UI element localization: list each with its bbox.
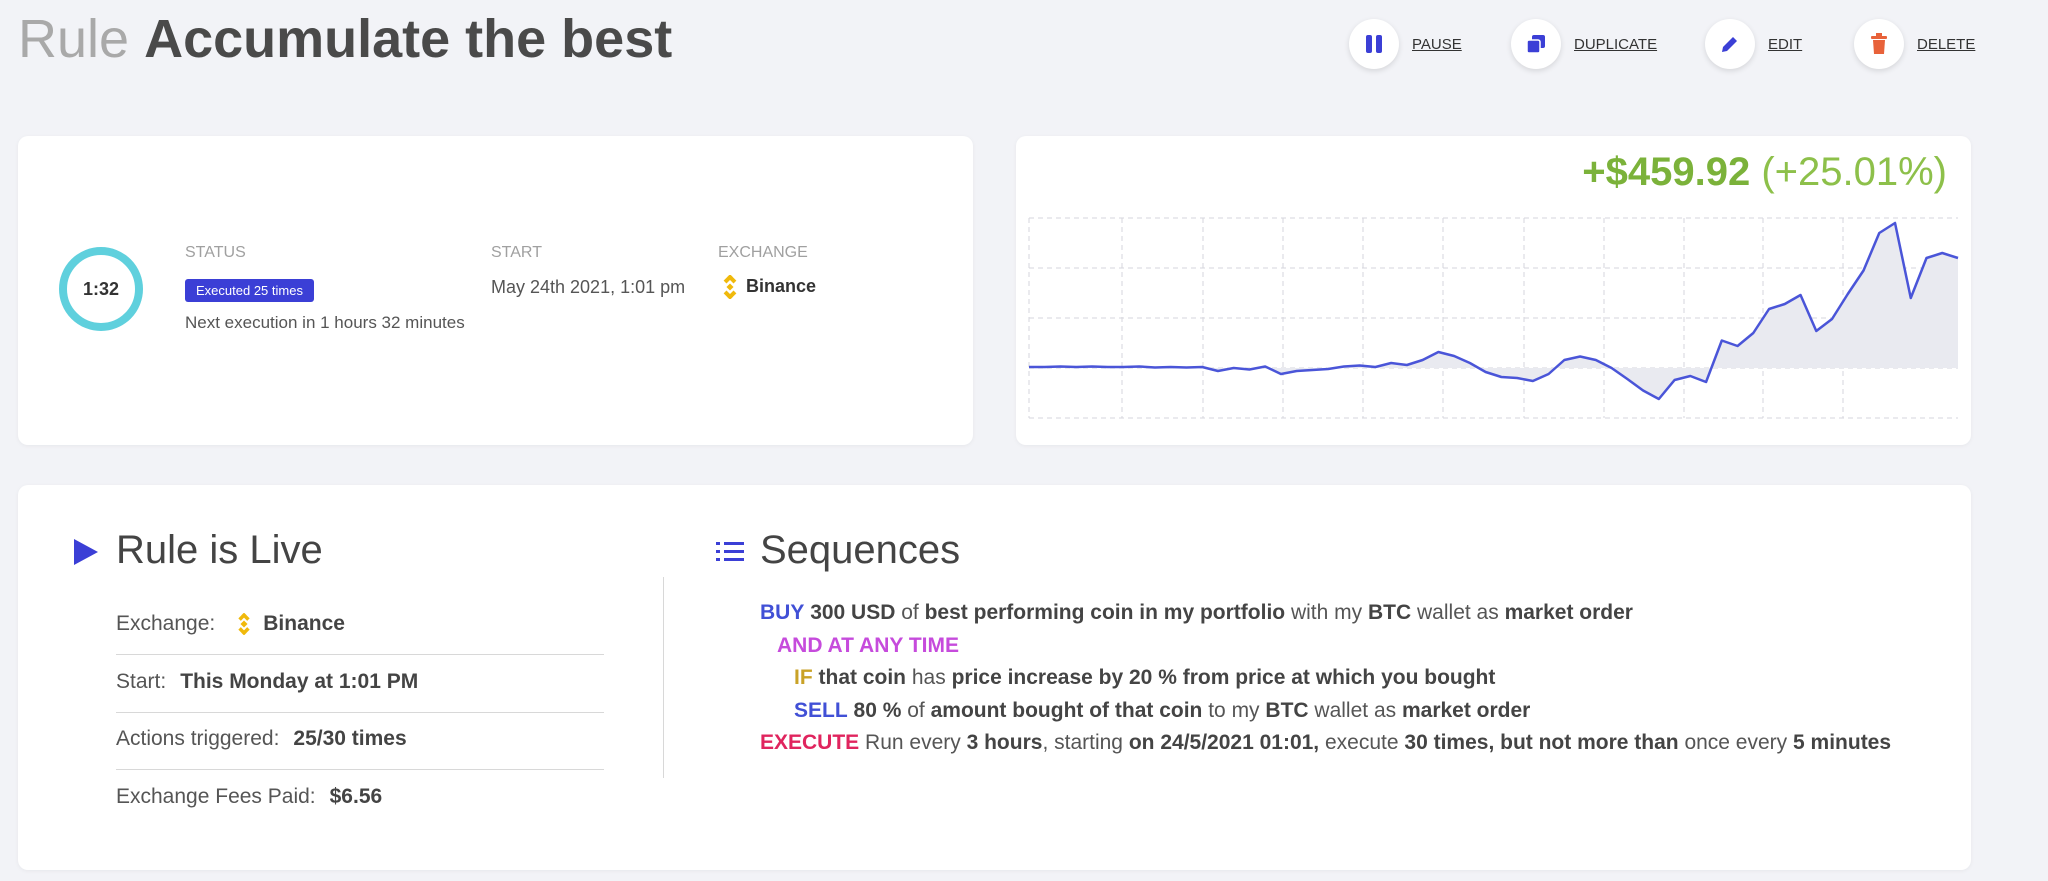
sequence-line: IF that coin has price increase by 20 % … [794, 666, 1495, 690]
exchange-name: Binance [746, 276, 817, 296]
seq-bold: amount bought of that coin [930, 699, 1203, 722]
row-value: $6.56 [329, 785, 383, 808]
keyword: IF [794, 666, 813, 689]
seq-bold: 300 USD [810, 601, 896, 624]
keyword: EXECUTE [760, 731, 860, 754]
seq-bold: on 24/5/2021 01:01, [1128, 731, 1320, 754]
sequence-line: BUY 300 USD of best performing coin in m… [760, 601, 1633, 625]
timer-ring: 1:32 [59, 247, 143, 331]
seq-text: has [911, 666, 946, 689]
performance-card: +$459.92 (+25.01%) [1016, 136, 1971, 445]
divider [116, 769, 604, 770]
binance-icon [723, 275, 737, 299]
fees-row: Exchange Fees Paid: $6.56 [116, 782, 604, 812]
button-icon [1854, 19, 1904, 69]
area [1029, 223, 1958, 399]
row-label: Actions triggered: [116, 727, 280, 750]
button-icon [1511, 19, 1561, 69]
button-label: DUPLICATE [1574, 35, 1658, 53]
keyword: AND AT ANY TIME [777, 634, 959, 657]
seq-text: Run every [865, 731, 961, 754]
button-label: PAUSE [1412, 35, 1462, 53]
seq-text: wallet as [1314, 699, 1397, 722]
seq-bold: 3 hours [966, 731, 1043, 754]
edit-button[interactable]: EDIT [1705, 19, 1802, 69]
timer: 1:32 [83, 279, 119, 299]
row-label: Exchange Fees Paid: [116, 785, 316, 808]
exchange-row: Exchange: Binance [116, 609, 604, 639]
keyword: SELL [794, 699, 848, 722]
gain: +$459.92 [1582, 150, 1751, 194]
seq-text: once every [1684, 731, 1788, 754]
row-label: Exchange: [116, 612, 216, 635]
list-icon [716, 542, 744, 561]
exchange-label: EXCHANGE [718, 244, 808, 261]
seq-bold: price increase by 20 % from price at whi… [951, 666, 1496, 689]
binance-icon [238, 613, 250, 635]
status-label: STATUS [185, 244, 246, 261]
actions-row: Actions triggered: 25/30 times [116, 724, 604, 754]
page-title: Rule Accumulate the best [18, 8, 672, 70]
live-icon [74, 539, 98, 565]
start-row: Start: This Monday at 1:01 PM [116, 667, 604, 697]
seq-bold: best performing coin in my portfolio [924, 601, 1286, 624]
seq-text: , starting [1042, 731, 1123, 754]
seq-text: with my [1290, 601, 1363, 624]
start-label: START [491, 244, 542, 261]
divider [116, 654, 604, 655]
row-value: This Monday at 1:01 PM [180, 670, 419, 693]
seq-bold: 5 minutes [1793, 731, 1892, 754]
seq-text: of [907, 699, 925, 722]
summary-card: 1:32 STATUS Executed 25 times Next execu… [18, 136, 973, 445]
rule-card: Rule is Live Exchange: Binance Start: This… [18, 485, 1971, 870]
live-title: Rule is Live [116, 528, 323, 572]
divider [116, 712, 604, 713]
seq-bold: market order [1504, 601, 1633, 624]
title-name: Accumulate the best [144, 9, 673, 69]
keyword: BUY [760, 601, 805, 624]
row-label: Start: [116, 670, 167, 693]
sequence-line: EXECUTE Run every 3 hours, starting on 2… [760, 731, 1891, 755]
sequences-title: Sequences [760, 528, 961, 572]
seq-bold: that coin [818, 666, 907, 689]
gain-percent: (+25.01%) [1761, 150, 1947, 194]
sequence-line: AND AT ANY TIME [777, 634, 959, 658]
button-icon [1705, 19, 1755, 69]
seq-bold: BTC [1368, 601, 1412, 624]
seq-text: wallet as [1417, 601, 1499, 624]
seq-bold: 30 times, but not more than [1404, 731, 1679, 754]
pause-button[interactable]: PAUSE [1349, 19, 1462, 69]
status-badge: Executed 25 times [185, 279, 314, 302]
button-icon [1349, 19, 1399, 69]
duplicate-button[interactable]: DUPLICATE [1511, 19, 1657, 69]
seq-text: of [901, 601, 919, 624]
performance-headline: +$459.92 (+25.01%) [1582, 150, 1947, 195]
title-prefix: Rule [18, 9, 130, 69]
line [1029, 221, 1959, 401]
start-date: May 24th 2021, 1:01 pm [491, 277, 686, 297]
seq-bold: market order [1401, 699, 1531, 722]
button-label: EDIT [1768, 35, 1803, 53]
seq-text: to my [1208, 699, 1260, 722]
next-execution: Next execution in 1 hours 32 minutes [185, 313, 465, 332]
row-value: Binance [263, 612, 345, 635]
seq-text: execute [1324, 731, 1399, 754]
sequence-line: SELL 80 % of amount bought of that coin … [794, 699, 1530, 723]
vertical-divider [663, 577, 664, 778]
delete-button[interactable]: DELETE [1854, 19, 1975, 69]
button-label: DELETE [1917, 35, 1976, 53]
seq-bold: 80 % [853, 699, 902, 722]
row-value: 25/30 times [293, 727, 407, 750]
seq-bold: BTC [1265, 699, 1309, 722]
